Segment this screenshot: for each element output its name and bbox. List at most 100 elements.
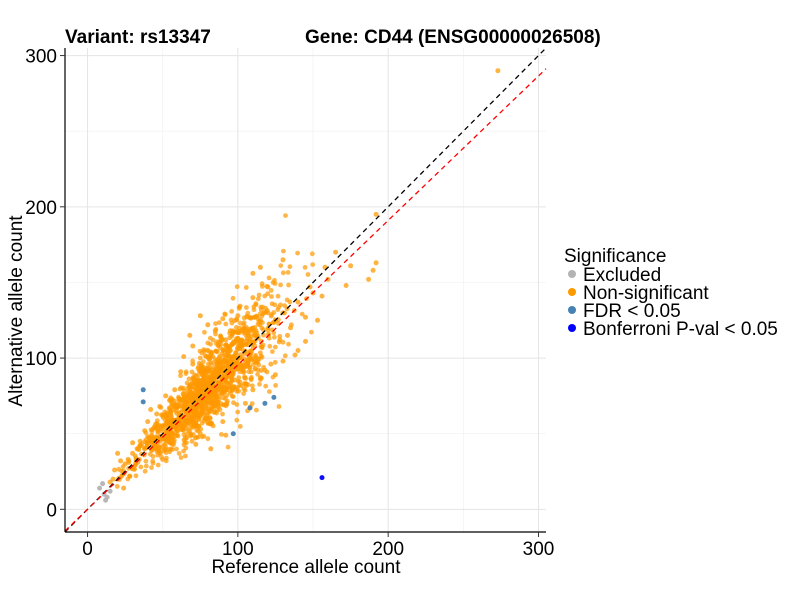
- point-non-significant: [325, 276, 331, 282]
- point-non-significant: [202, 329, 207, 335]
- point-non-significant: [193, 412, 199, 418]
- point-non-significant: [163, 450, 169, 456]
- point-non-significant: [250, 383, 255, 389]
- point-non-significant: [234, 357, 240, 363]
- point-non-significant: [174, 446, 179, 452]
- point-non-significant: [155, 462, 161, 468]
- point-non-significant: [210, 337, 216, 343]
- point-non-significant: [286, 341, 291, 347]
- point-non-significant: [149, 446, 155, 452]
- point-non-significant: [181, 354, 187, 360]
- point-non-significant: [245, 382, 251, 387]
- point-non-significant: [249, 357, 255, 363]
- point-non-significant: [370, 267, 376, 273]
- point-non-significant: [235, 366, 241, 372]
- point-non-significant: [194, 427, 200, 433]
- point-non-significant: [299, 311, 305, 317]
- point-non-significant: [199, 420, 205, 426]
- point-non-significant: [153, 434, 159, 440]
- point-non-significant: [256, 292, 262, 298]
- point-non-significant: [277, 337, 283, 343]
- point-non-significant: [272, 359, 278, 365]
- point-non-significant: [373, 260, 379, 266]
- x-tick-label: 200: [372, 539, 404, 560]
- point-non-significant: [182, 398, 188, 404]
- point-non-significant: [144, 442, 150, 447]
- point-non-significant: [194, 434, 200, 440]
- point-non-significant: [178, 369, 184, 375]
- point-non-significant: [196, 360, 202, 366]
- point-fdr-0-05: [247, 405, 253, 411]
- point-non-significant: [280, 257, 286, 263]
- point-non-significant: [234, 389, 240, 394]
- point-non-significant: [214, 399, 220, 405]
- point-non-significant: [205, 373, 211, 379]
- point-non-significant: [228, 317, 234, 323]
- point-non-significant: [159, 444, 165, 449]
- point-non-significant: [241, 381, 247, 386]
- point-non-significant: [272, 344, 278, 350]
- point-non-significant: [195, 392, 201, 397]
- point-non-significant: [250, 387, 256, 393]
- point-non-significant: [275, 307, 281, 312]
- point-non-significant: [167, 417, 173, 423]
- point-non-significant: [303, 314, 308, 320]
- point-non-significant: [262, 367, 268, 373]
- point-non-significant: [218, 342, 224, 347]
- x-tick-label: 100: [222, 539, 254, 560]
- point-non-significant: [167, 397, 173, 402]
- point-non-significant: [163, 393, 169, 399]
- point-non-significant: [216, 384, 222, 390]
- point-non-significant: [190, 397, 195, 403]
- point-non-significant: [116, 466, 122, 472]
- point-non-significant: [253, 328, 259, 334]
- point-non-significant: [251, 307, 257, 313]
- point-non-significant: [187, 332, 193, 338]
- point-non-significant: [348, 263, 354, 269]
- point-non-significant: [133, 473, 139, 479]
- point-non-significant: [175, 428, 181, 434]
- point-non-significant: [303, 338, 308, 344]
- point-non-significant: [295, 250, 300, 256]
- point-non-significant: [132, 463, 138, 468]
- point-fdr-0-05: [271, 394, 277, 400]
- point-non-significant: [186, 420, 192, 425]
- point-non-significant: [121, 485, 127, 491]
- point-non-significant: [200, 364, 206, 370]
- legend-title: Significance: [564, 246, 666, 267]
- point-non-significant: [235, 335, 241, 341]
- point-non-significant: [180, 391, 186, 397]
- point-non-significant: [178, 373, 183, 379]
- point-non-significant: [196, 417, 202, 422]
- point-non-significant: [259, 313, 265, 319]
- axes: 0 100 200 300 0 100 200 300: [25, 47, 554, 560]
- point-non-significant: [250, 295, 256, 301]
- legend-key: [568, 288, 576, 296]
- point-non-significant: [309, 329, 314, 335]
- point-non-significant: [266, 275, 272, 281]
- point-non-significant: [182, 435, 188, 441]
- point-non-significant: [201, 433, 207, 439]
- point-non-significant: [241, 386, 247, 392]
- point-non-significant: [248, 315, 254, 321]
- point-non-significant: [206, 383, 212, 388]
- point-excluded: [107, 488, 113, 494]
- point-non-significant: [156, 422, 162, 428]
- point-non-significant: [208, 341, 213, 347]
- legend-key: [568, 306, 576, 314]
- point-excluded: [103, 497, 109, 503]
- point-non-significant: [189, 438, 195, 444]
- point-non-significant: [258, 353, 264, 359]
- point-non-significant: [310, 262, 316, 267]
- point-non-significant: [227, 328, 233, 334]
- point-non-significant: [253, 302, 259, 308]
- point-non-significant: [257, 264, 263, 270]
- point-non-significant: [249, 375, 254, 380]
- point-non-significant: [319, 293, 325, 299]
- point-non-significant: [282, 303, 288, 309]
- point-non-significant: [230, 359, 236, 364]
- reference-line-fit: [64, 68, 547, 532]
- point-non-significant: [281, 248, 286, 254]
- point-non-significant: [137, 438, 143, 444]
